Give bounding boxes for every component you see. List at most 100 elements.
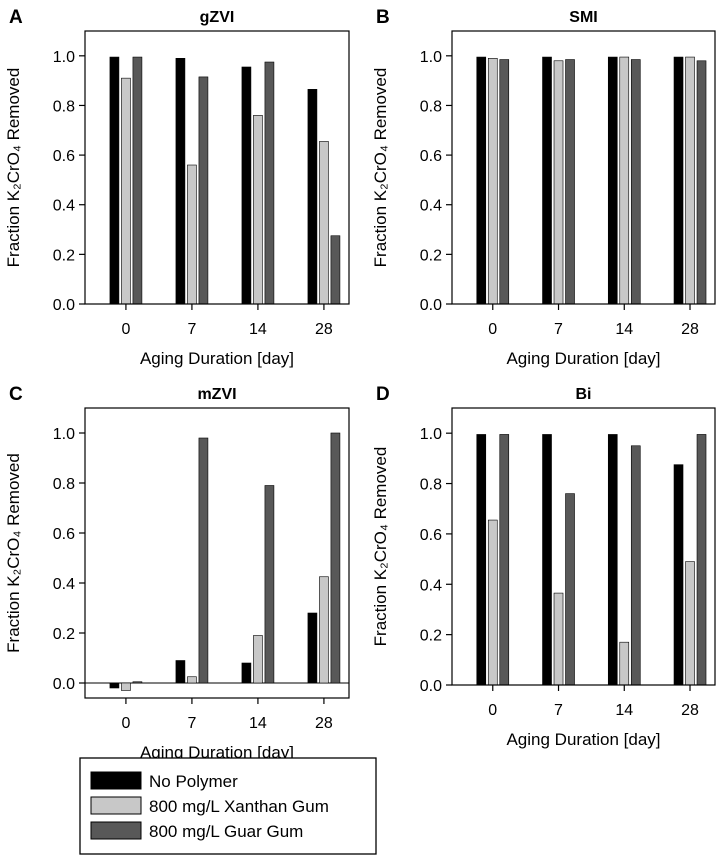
bar-mzvi-800-mg-l-xanthan-gum-day-0 <box>121 682 131 691</box>
y-axis-label: Fraction K₂CrO₄ Removed <box>371 447 390 647</box>
panel-letter-d: D <box>376 384 390 405</box>
bar-gzvi-800-mg-l-guar-gum-day-0 <box>132 56 143 305</box>
y-tick-label: 0.8 <box>420 98 442 115</box>
y-tick-label: 1.0 <box>420 426 442 443</box>
bar-bi-800-mg-l-guar-gum-day-7 <box>565 493 575 686</box>
y-tick-label: 0.4 <box>53 576 75 593</box>
x-tick-label: 28 <box>681 702 699 719</box>
y-tick-label: 0.4 <box>420 577 442 594</box>
x-axis-label: Aging Duration [day] <box>506 730 660 749</box>
panel-title-smi: SMI <box>569 9 597 26</box>
y-axis-label: Fraction K₂CrO₄ Removed <box>371 68 390 268</box>
x-tick-label: 14 <box>249 715 267 732</box>
bar-mzvi-800-mg-l-guar-gum-day-7 <box>198 437 209 684</box>
bar-gzvi-no-polymer-day-28 <box>307 89 318 305</box>
y-tick-label: 0.0 <box>53 676 75 693</box>
bar-smi-no-polymer-day-14 <box>607 56 618 305</box>
legend-label-xanthan-gum: 800 mg/L Xanthan Gum <box>149 797 329 816</box>
plot-frame <box>84 30 350 305</box>
y-tick-label: 0.8 <box>53 98 75 115</box>
y-tick-label: 0.2 <box>420 247 442 264</box>
x-tick-label: 0 <box>121 321 130 338</box>
x-tick-label: 28 <box>315 321 333 338</box>
bar-smi-800-mg-l-guar-gum-day-7 <box>565 59 575 305</box>
bar-bi-800-mg-l-guar-gum-day-0 <box>499 434 510 686</box>
y-tick-label: 0.8 <box>53 476 75 493</box>
y-tick-label: 1.0 <box>53 426 75 443</box>
legend: No Polymer 800 mg/L Xanthan Gum 800 mg/L… <box>79 757 377 855</box>
bar-bi-800-mg-l-guar-gum-day-28 <box>696 434 707 686</box>
y-tick-label: 0.4 <box>53 198 75 215</box>
x-tick-label: 28 <box>681 321 699 338</box>
bar-bi-800-mg-l-guar-gum-day-14 <box>630 445 641 686</box>
x-axis-label: Aging Duration [day] <box>140 743 294 762</box>
bar-mzvi-no-polymer-day-0 <box>109 682 120 689</box>
bar-gzvi-800-mg-l-guar-gum-day-28 <box>330 235 341 305</box>
bar-gzvi-800-mg-l-guar-gum-day-7 <box>198 76 209 305</box>
y-tick-label: 0.2 <box>420 628 442 645</box>
bar-smi-800-mg-l-xanthan-gum-day-0 <box>487 57 498 305</box>
x-tick-label: 7 <box>554 702 563 719</box>
bar-smi-no-polymer-day-28 <box>673 56 684 305</box>
y-tick-label: 0.2 <box>53 247 75 264</box>
bar-smi-800-mg-l-guar-gum-day-0 <box>499 59 510 305</box>
bar-bi-no-polymer-day-0 <box>476 434 487 686</box>
y-tick-label: 0.0 <box>420 678 442 695</box>
bar-mzvi-800-mg-l-xanthan-gum-day-28 <box>319 576 329 684</box>
panel-bi: D Bi 0.0 0.2 0.4 0.6 0.8 1.0 0 7 14 28 Aging Duratio… <box>371 384 716 749</box>
bar-mzvi-800-mg-l-guar-gum-day-0 <box>132 681 143 684</box>
plot-frame <box>451 30 716 305</box>
legend-swatch-guar-gum <box>90 821 142 840</box>
bar-smi-800-mg-l-xanthan-gum-day-7 <box>553 60 564 305</box>
x-tick-label: 7 <box>187 321 196 338</box>
panel-letter-b: B <box>376 7 390 28</box>
y-tick-label: 0.4 <box>420 198 442 215</box>
x-tick-label: 14 <box>615 702 633 719</box>
bar-mzvi-no-polymer-day-28 <box>307 612 318 684</box>
y-tick-label: 0.2 <box>53 626 75 643</box>
bar-bi-800-mg-l-xanthan-gum-day-0 <box>487 519 498 686</box>
bar-gzvi-800-mg-l-xanthan-gum-day-0 <box>121 77 131 305</box>
x-tick-label: 0 <box>121 715 130 732</box>
bar-gzvi-no-polymer-day-7 <box>175 57 186 305</box>
y-tick-label: 0.6 <box>53 526 75 543</box>
y-tick-label: 1.0 <box>53 49 75 66</box>
panel-letter-a: A <box>9 7 23 28</box>
y-axis-label: Fraction K₂CrO₄ Removed <box>4 453 23 653</box>
bar-smi-800-mg-l-guar-gum-day-28 <box>696 60 707 305</box>
bar-gzvi-800-mg-l-xanthan-gum-day-7 <box>187 164 197 305</box>
bar-gzvi-800-mg-l-guar-gum-day-14 <box>264 61 275 305</box>
x-axis-label: Aging Duration [day] <box>140 349 294 368</box>
legend-label-guar-gum: 800 mg/L Guar Gum <box>149 822 303 841</box>
x-axis-label: Aging Duration [day] <box>506 349 660 368</box>
x-tick-label: 14 <box>249 321 267 338</box>
y-tick-label: 0.6 <box>420 148 442 165</box>
panel-letter-c: C <box>9 384 23 405</box>
bar-mzvi-800-mg-l-xanthan-gum-day-7 <box>187 676 197 684</box>
bar-gzvi-800-mg-l-xanthan-gum-day-14 <box>253 115 263 305</box>
bar-bi-no-polymer-day-7 <box>542 434 552 686</box>
bar-bi-800-mg-l-xanthan-gum-day-28 <box>685 561 695 686</box>
bar-gzvi-no-polymer-day-14 <box>241 66 252 305</box>
y-tick-label: 0.0 <box>420 297 442 314</box>
y-tick-label: 0.6 <box>420 527 442 544</box>
bar-smi-no-polymer-day-7 <box>542 56 552 305</box>
bar-gzvi-no-polymer-day-0 <box>109 56 120 305</box>
panel-title-mzvi: mZVI <box>197 386 236 403</box>
bar-smi-800-mg-l-xanthan-gum-day-28 <box>685 56 695 305</box>
plot-frame <box>451 407 716 686</box>
y-tick-label: 0.0 <box>53 297 75 314</box>
panel-title-bi: Bi <box>576 386 592 403</box>
panel-smi: B SMI 0.0 0.2 0.4 0.6 0.8 1.0 0 7 14 28 Aging Durati… <box>371 7 716 368</box>
bar-mzvi-no-polymer-day-7 <box>175 660 186 684</box>
bar-bi-800-mg-l-xanthan-gum-day-14 <box>619 641 630 686</box>
x-tick-label: 28 <box>315 715 333 732</box>
bar-mzvi-800-mg-l-guar-gum-day-14 <box>264 485 275 684</box>
y-tick-label: 1.0 <box>420 49 442 66</box>
bar-mzvi-800-mg-l-xanthan-gum-day-14 <box>253 635 263 684</box>
bar-bi-no-polymer-day-14 <box>607 434 618 686</box>
x-tick-label: 7 <box>554 321 563 338</box>
